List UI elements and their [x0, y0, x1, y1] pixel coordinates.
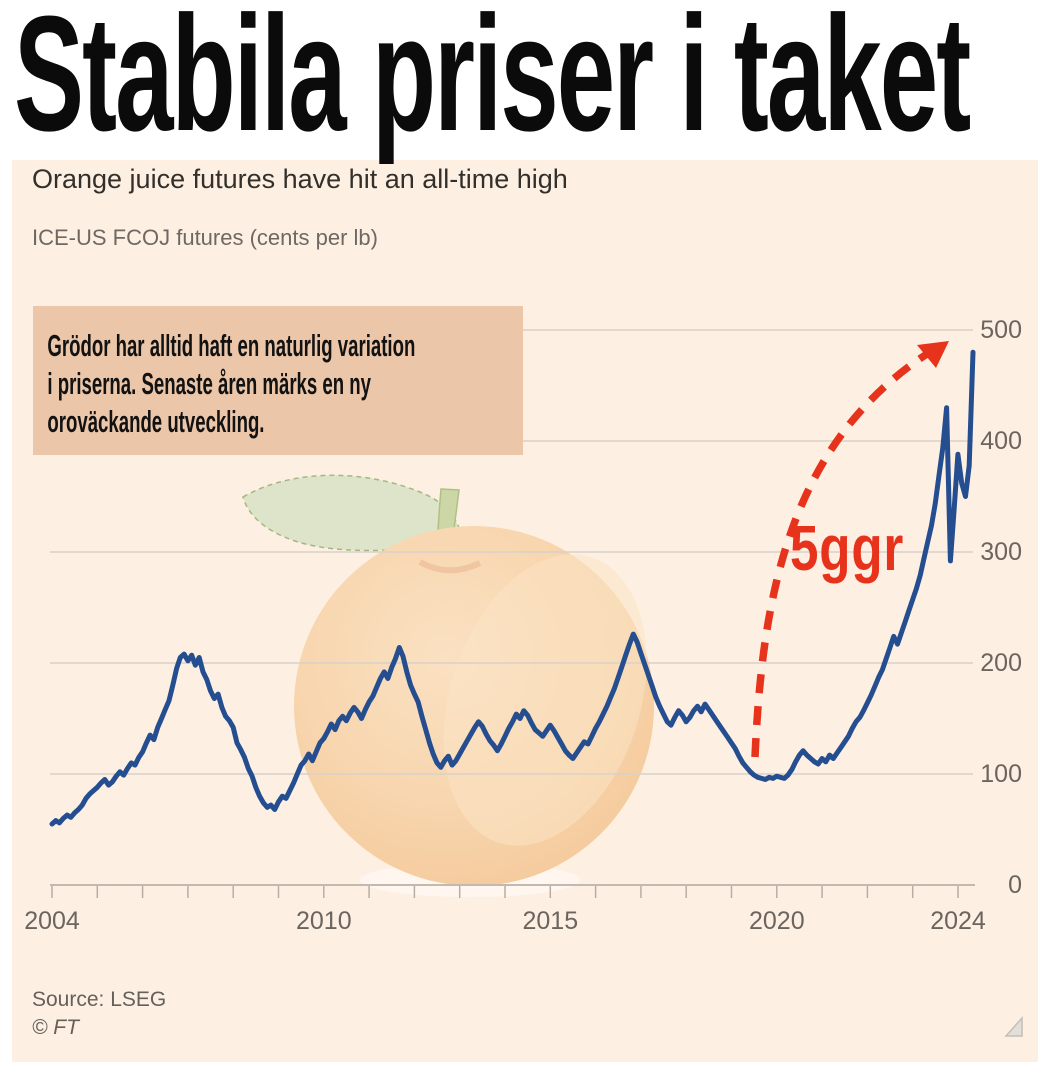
y-axis-label: 500 [980, 316, 1022, 344]
x-axis-label: 2020 [748, 907, 805, 935]
x-axis-label: 2024 [930, 907, 986, 935]
annotation-box: Grödor har alltid haft en naturlig varia… [33, 306, 523, 455]
x-axis-label: 2015 [522, 907, 579, 935]
x-axis-label: 2004 [24, 907, 80, 935]
multiplier-callout: 5ggr [790, 512, 905, 584]
y-axis-label: 100 [980, 760, 1022, 788]
y-axis-label: 400 [980, 427, 1022, 455]
ft-credit: © FT [32, 1016, 79, 1039]
y-axis-label: 0 [1008, 871, 1022, 899]
headline: Stabila priser i taket [14, 0, 971, 165]
chart-title: Orange juice futures have hit an all-tim… [32, 164, 568, 194]
y-axis-label: 300 [980, 538, 1022, 566]
chart-subtitle: ICE-US FCOJ futures (cents per lb) [32, 225, 378, 250]
x-axis-label: 2010 [295, 907, 352, 935]
annotation-text: Grödor har alltid haft en naturlig varia… [47, 328, 416, 439]
source-label: Source: LSEG [32, 988, 167, 1011]
y-axis-label: 200 [980, 649, 1022, 677]
